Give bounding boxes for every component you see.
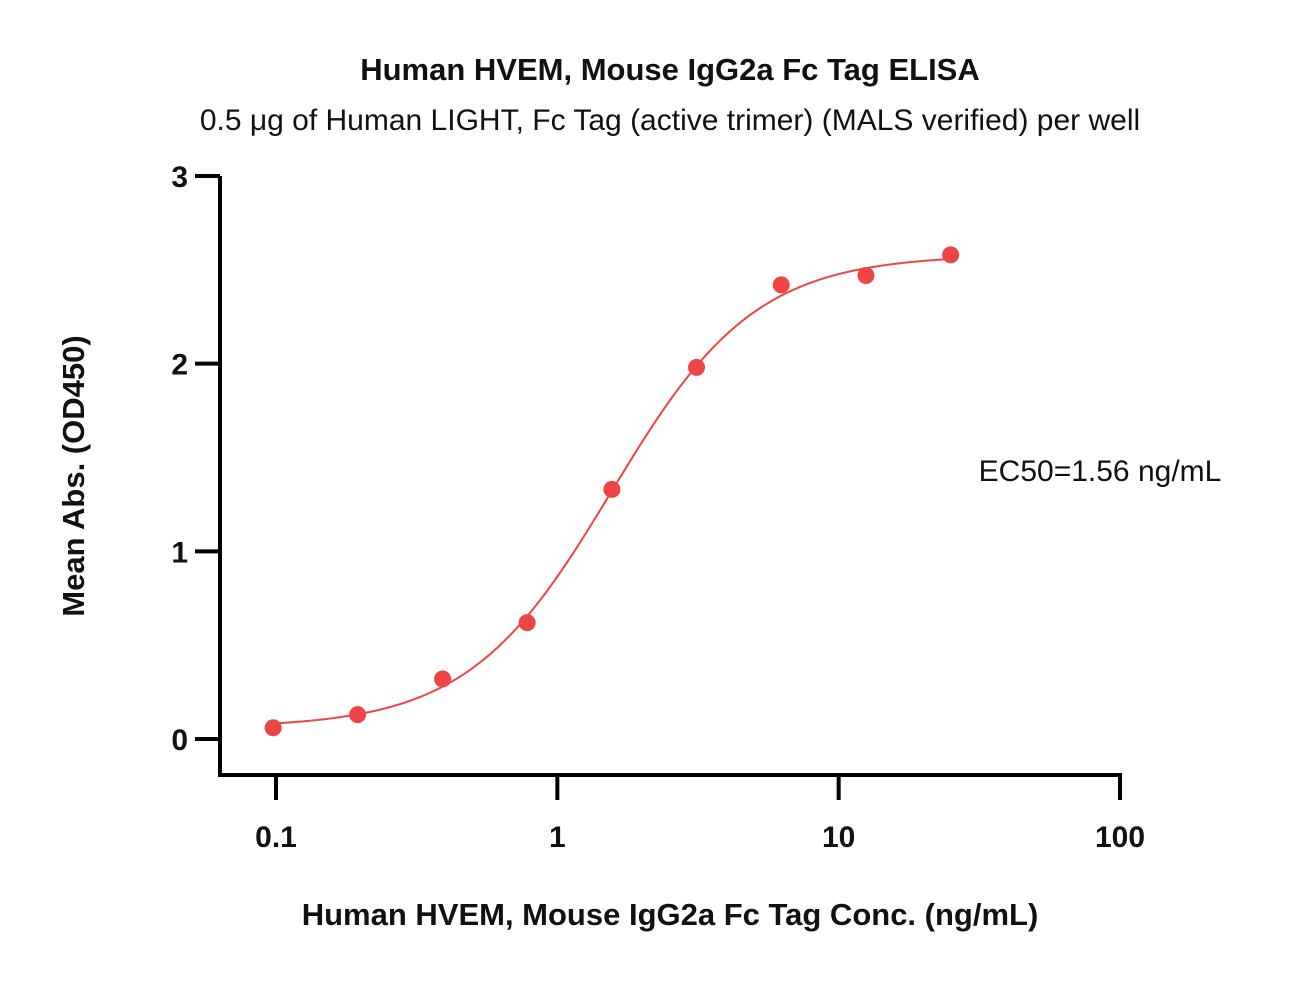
y-tick-label: 3 bbox=[171, 161, 188, 194]
data-point bbox=[264, 719, 282, 737]
x-ticks: 0.1 1 10 100 bbox=[255, 775, 1145, 854]
chart-title: Human HVEM, Mouse IgG2a Fc Tag ELISA bbox=[360, 52, 980, 87]
y-ticks: 0 1 2 3 bbox=[171, 161, 220, 757]
y-tick-label: 0 bbox=[171, 724, 188, 757]
y-tick-label: 1 bbox=[171, 536, 188, 569]
data-point bbox=[603, 480, 621, 498]
x-tick-label: 100 bbox=[1095, 821, 1145, 854]
data-point bbox=[434, 670, 452, 688]
axes bbox=[218, 176, 1122, 777]
x-tick-label: 1 bbox=[549, 821, 566, 854]
data-point bbox=[942, 246, 960, 264]
data-point bbox=[857, 266, 875, 284]
data-points bbox=[264, 246, 960, 737]
data-point bbox=[688, 358, 706, 376]
x-tick-label: 0.1 bbox=[255, 821, 297, 854]
y-tick-label: 2 bbox=[171, 349, 188, 382]
x-axis-label: Human HVEM, Mouse IgG2a Fc Tag Conc. (ng… bbox=[302, 897, 1039, 932]
chart-subtitle: 0.5 μg of Human LIGHT, Fc Tag (active tr… bbox=[200, 104, 1140, 137]
data-point bbox=[772, 276, 790, 294]
data-point bbox=[349, 706, 367, 724]
data-point bbox=[518, 614, 536, 632]
ec50-annotation: EC50=1.56 ng/mL bbox=[979, 455, 1222, 488]
y-axis-label: Mean Abs. (OD450) bbox=[56, 335, 91, 616]
x-tick-label: 10 bbox=[822, 821, 855, 854]
